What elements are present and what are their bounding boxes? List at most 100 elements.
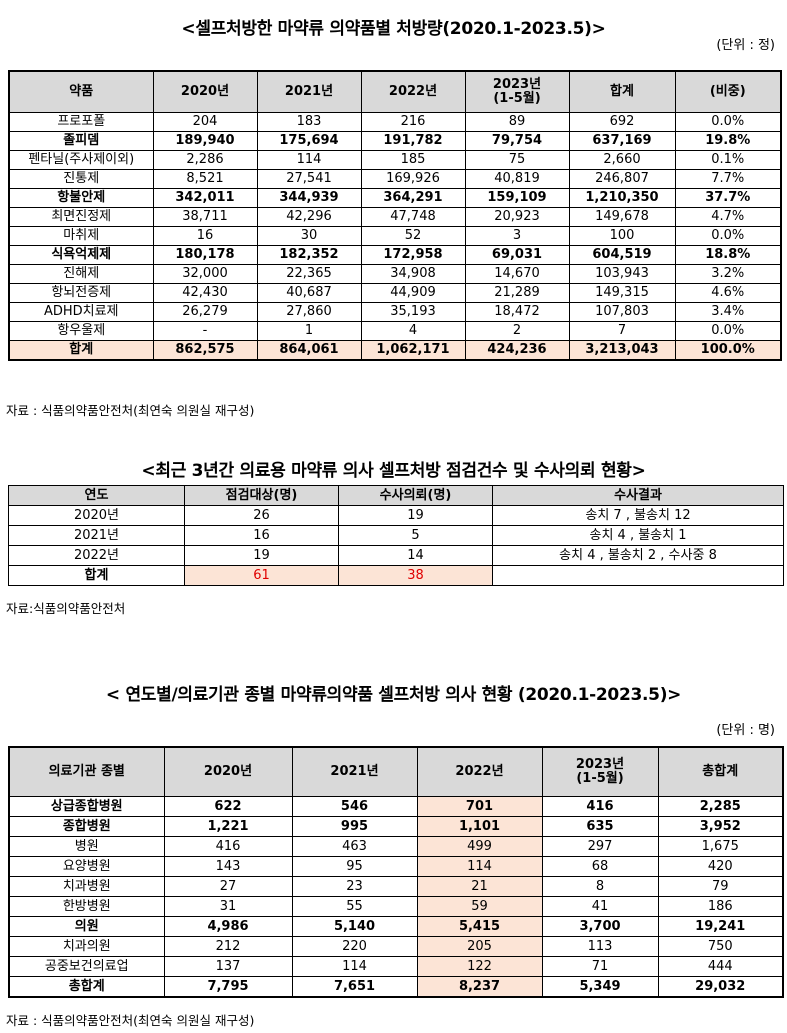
- table-cell: 27,860: [256, 302, 362, 322]
- table-cell: 444: [657, 956, 784, 977]
- table-cell: 16: [152, 226, 258, 246]
- column-header: 약품: [8, 70, 154, 113]
- drug-name: 진해제: [8, 264, 154, 284]
- table-cell: -: [152, 321, 258, 341]
- table-cell: 4,986: [163, 916, 293, 937]
- table1-unit: (단위 : 정): [716, 38, 775, 53]
- table-cell: 342,011: [152, 188, 258, 208]
- table-cell: 89: [464, 112, 570, 132]
- table-row: 2021년 16 5 송치 4 , 불송치 1: [8, 525, 784, 546]
- institution-type: 상급종합병원: [8, 796, 165, 817]
- table-cell: 364,291: [360, 188, 466, 208]
- total-cell: 3,213,043: [568, 340, 676, 361]
- table-cell: 1,101: [416, 816, 543, 837]
- institution-type: 한방병원: [8, 896, 165, 917]
- institution-type: 공중보건의료업: [8, 956, 165, 977]
- table-cell: 149,678: [568, 207, 676, 227]
- table-cell: 21: [416, 876, 543, 897]
- table-cell: 186: [657, 896, 784, 917]
- table-cell: 18.8%: [674, 245, 782, 265]
- column-header: 합계: [568, 70, 676, 113]
- table-cell: 34,908: [360, 264, 466, 284]
- table-cell: 114: [291, 956, 418, 977]
- header-row: 의료기관 종별 2020년 2021년 2022년 2023년 (1-5월) 총합계: [8, 746, 784, 797]
- column-header: 2020년: [152, 70, 258, 113]
- table-cell: 79,754: [464, 131, 570, 151]
- table-cell: 3,700: [541, 916, 659, 937]
- table-row: 항불안제 342,011 344,939 364,291 159,109 1,210,35…: [8, 188, 782, 208]
- table-cell: 55: [291, 896, 418, 917]
- total-row: 합계 61 38: [8, 565, 784, 586]
- table1-source: 자료 : 식품의약품안전처(최연숙 의원실 재구성): [6, 403, 255, 418]
- column-header: 의료기관 종별: [8, 746, 165, 797]
- table-cell: 183: [256, 112, 362, 132]
- table-cell: 4: [360, 321, 466, 341]
- table-row: 진통제 8,521 27,541 169,926 40,819 246,807 7.7%: [8, 169, 782, 189]
- table-cell: 143: [163, 856, 293, 877]
- table-cell: 113: [541, 936, 659, 957]
- column-header: 수사의뢰(명): [338, 485, 493, 506]
- table-cell: 31: [163, 896, 293, 917]
- prescription-by-drug-table: 약품 2020년 2021년 2022년 2023년 (1-5월) 합계 (비중) 프로포폴…: [8, 70, 782, 361]
- table-cell: 23: [291, 876, 418, 897]
- drug-name: 항뇌전증제: [8, 283, 154, 303]
- table-cell: 246,807: [568, 169, 676, 189]
- table-cell: 137: [163, 956, 293, 977]
- total-cell: 8,237: [416, 976, 543, 998]
- institution-type: 치과의원: [8, 936, 165, 957]
- drug-name: 프로포폴: [8, 112, 154, 132]
- header-row: 연도 점검대상(명) 수사의뢰(명) 수사결과: [8, 485, 784, 506]
- table-cell: 701: [416, 796, 543, 817]
- table-cell: 41: [541, 896, 659, 917]
- table-cell: 38,711: [152, 207, 258, 227]
- table-cell: 499: [416, 836, 543, 857]
- table-cell: 21,289: [464, 283, 570, 303]
- total-cell: 합계: [8, 565, 185, 586]
- table-cell: 52: [360, 226, 466, 246]
- table-cell: 2,660: [568, 150, 676, 170]
- total-cell: [492, 565, 784, 586]
- table3-title: < 연도별/의료기관 종별 마약류의약품 셀프처방 의사 현황 (2020.1-…: [105, 685, 682, 705]
- table-cell: 42,430: [152, 283, 258, 303]
- table-cell: 송치 4 , 불송치 1: [492, 525, 784, 546]
- total-cell: 7,795: [163, 976, 293, 998]
- table-row: 상급종합병원 622 546 701 416 2,285: [8, 796, 784, 817]
- table-row: 병원 416 463 499 297 1,675: [8, 836, 784, 857]
- drug-name: 진통제: [8, 169, 154, 189]
- table-cell: 180,178: [152, 245, 258, 265]
- column-header: 2021년: [256, 70, 362, 113]
- table-cell: 2: [464, 321, 570, 341]
- table-cell: 637,169: [568, 131, 676, 151]
- table-cell: 27,541: [256, 169, 362, 189]
- table-row: 종합병원 1,221 995 1,101 635 3,952: [8, 816, 784, 837]
- institution-type: 치과병원: [8, 876, 165, 897]
- table-cell: 103,943: [568, 264, 676, 284]
- table-cell: 3,952: [657, 816, 784, 837]
- drug-name: 펜타닐(주사제이외): [8, 150, 154, 170]
- year-cell: 2020년: [8, 505, 185, 526]
- table-cell: 18,472: [464, 302, 570, 322]
- total-cell: 7,651: [291, 976, 418, 998]
- table-row: 항우울제 -1 4 2 7 0.0%: [8, 321, 782, 341]
- table-row: 졸피뎀 189,940 175,694 191,782 79,754 637,169 19.…: [8, 131, 782, 151]
- self-prescription-inspection-table: 연도 점검대상(명) 수사의뢰(명) 수사결과 2020년 26 19 송치 7 , 불송치…: [8, 485, 784, 586]
- table-cell: 0.0%: [674, 112, 782, 132]
- total-row: 총합계 7,795 7,651 8,237 5,349 29,032: [8, 976, 784, 998]
- total-row: 합계 862,575 864,061 1,062,171 424,236 3,213,04…: [8, 340, 782, 361]
- column-header: 수사결과: [492, 485, 784, 506]
- column-header: 2023년 (1-5월): [464, 70, 570, 113]
- table-cell: 216: [360, 112, 466, 132]
- table-cell: 149,315: [568, 283, 676, 303]
- column-header: 점검대상(명): [184, 485, 339, 506]
- table-row: 항뇌전증제 42,430 40,687 44,909 21,289 149,315 4.6%: [8, 283, 782, 303]
- table-cell: 69,031: [464, 245, 570, 265]
- column-header: 2021년: [291, 746, 418, 797]
- column-header: 2022년: [416, 746, 543, 797]
- table-cell: 169,926: [360, 169, 466, 189]
- table-cell: 2,285: [657, 796, 784, 817]
- year-cell: 2022년: [8, 545, 185, 566]
- table-cell: 5: [338, 525, 493, 546]
- table-cell: 122: [416, 956, 543, 977]
- table-cell: 1,675: [657, 836, 784, 857]
- table-cell: 27: [163, 876, 293, 897]
